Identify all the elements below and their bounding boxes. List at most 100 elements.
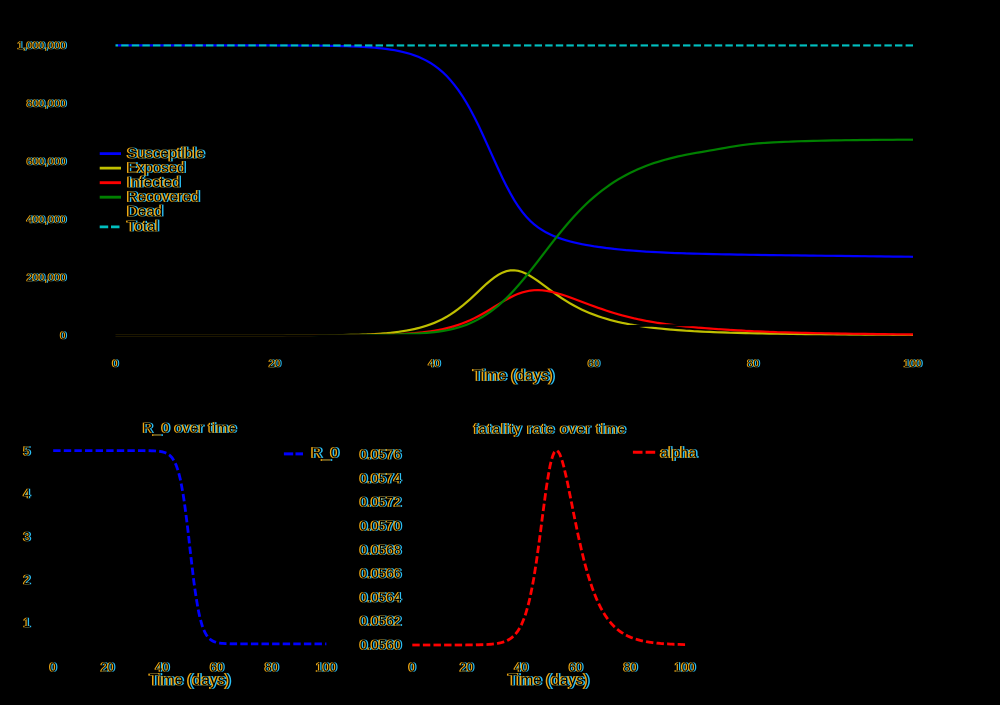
svg-text:0.0566: 0.0566 (361, 566, 403, 581)
svg-text:Recovered: Recovered (128, 188, 201, 205)
svg-text:20: 20 (270, 358, 282, 370)
svg-text:0.0572: 0.0572 (361, 495, 403, 510)
svg-text:80: 80 (266, 661, 280, 675)
svg-text:40: 40 (428, 358, 440, 370)
svg-text:0.0568: 0.0568 (360, 542, 402, 557)
svg-text:40: 40 (156, 661, 170, 675)
svg-text:0: 0 (50, 661, 57, 675)
svg-text:60: 60 (209, 661, 223, 675)
svg-text:R_0: R_0 (313, 445, 341, 462)
svg-text:Time (days): Time (days) (149, 672, 230, 689)
svg-text:0.0576: 0.0576 (361, 447, 403, 462)
svg-text:80: 80 (265, 661, 279, 675)
svg-text:100: 100 (317, 661, 338, 675)
svg-text:0.0576: 0.0576 (360, 447, 402, 462)
svg-text:Time (days): Time (days) (151, 672, 232, 689)
svg-text:Susceptible: Susceptible (126, 145, 204, 162)
svg-text:Susceptible: Susceptible (128, 145, 206, 162)
svg-text:0.0574: 0.0574 (360, 471, 402, 486)
svg-text:200,000: 200,000 (28, 272, 68, 284)
svg-text:20: 20 (269, 358, 281, 370)
svg-text:80: 80 (623, 661, 637, 675)
svg-text:Dead: Dead (126, 203, 162, 220)
svg-text:5: 5 (24, 444, 31, 458)
svg-text:0: 0 (408, 661, 415, 675)
svg-text:20: 20 (101, 661, 115, 675)
svg-text:100: 100 (904, 358, 922, 370)
svg-text:Time (days): Time (days) (472, 368, 553, 385)
svg-text:100: 100 (315, 661, 336, 675)
svg-text:alpha: alpha (662, 444, 699, 461)
svg-text:0.0562: 0.0562 (359, 614, 401, 629)
svg-text:2: 2 (24, 573, 31, 587)
svg-text:600,000: 600,000 (27, 156, 67, 168)
svg-text:0.0568: 0.0568 (361, 542, 403, 557)
svg-text:800,000: 800,000 (26, 98, 66, 110)
svg-text:Exposed: Exposed (128, 159, 186, 176)
svg-text:400,000: 400,000 (26, 214, 66, 226)
svg-text:600,000: 600,000 (26, 156, 66, 168)
svg-text:alpha: alpha (659, 444, 696, 461)
svg-text:400,000: 400,000 (27, 214, 67, 226)
svg-text:60: 60 (587, 358, 599, 370)
svg-text:40: 40 (514, 661, 528, 675)
svg-text:1,000,000: 1,000,000 (18, 40, 67, 52)
svg-text:800,000: 800,000 (27, 98, 67, 110)
svg-text:20: 20 (100, 661, 114, 675)
svg-text:0.0560: 0.0560 (360, 637, 402, 652)
svg-text:80: 80 (264, 661, 278, 675)
svg-text:4: 4 (23, 487, 30, 501)
svg-text:40: 40 (156, 661, 170, 675)
svg-text:60: 60 (588, 358, 600, 370)
svg-text:Recovered: Recovered (127, 188, 200, 205)
svg-text:40: 40 (515, 661, 529, 675)
svg-text:1: 1 (24, 616, 31, 630)
svg-text:20: 20 (102, 661, 116, 675)
svg-text:Infected: Infected (126, 174, 179, 191)
svg-text:0: 0 (60, 330, 66, 342)
svg-text:60: 60 (211, 661, 225, 675)
svg-text:0.0572: 0.0572 (359, 495, 401, 510)
svg-text:2: 2 (23, 573, 30, 587)
svg-text:R_0: R_0 (310, 445, 338, 462)
svg-text:100: 100 (903, 358, 921, 370)
svg-text:Time (days): Time (days) (507, 672, 588, 689)
svg-text:Infected: Infected (128, 174, 181, 191)
svg-text:Time (days): Time (days) (148, 672, 229, 689)
svg-text:3: 3 (24, 530, 31, 544)
svg-text:Time (days): Time (days) (508, 672, 589, 689)
svg-text:5: 5 (24, 444, 31, 458)
svg-text:60: 60 (210, 661, 224, 675)
svg-text:40: 40 (515, 661, 529, 675)
svg-text:20: 20 (460, 661, 474, 675)
svg-text:fatality rate over time: fatality rate over time (473, 421, 626, 437)
svg-text:200,000: 200,000 (27, 272, 67, 284)
svg-text:R_0: R_0 (312, 445, 340, 462)
svg-text:0: 0 (112, 358, 118, 370)
svg-text:80: 80 (747, 358, 759, 370)
svg-text:0.0574: 0.0574 (359, 471, 401, 486)
svg-text:100: 100 (316, 661, 337, 675)
svg-text:0.0564: 0.0564 (361, 590, 403, 605)
svg-text:100: 100 (675, 661, 696, 675)
svg-text:0.0560: 0.0560 (359, 637, 401, 652)
svg-text:0: 0 (410, 661, 417, 675)
svg-text:0: 0 (51, 661, 58, 675)
svg-text:Exposed: Exposed (126, 159, 184, 176)
svg-text:Susceptible: Susceptible (127, 145, 205, 162)
svg-text:0: 0 (113, 358, 119, 370)
svg-text:3: 3 (23, 530, 30, 544)
svg-text:60: 60 (589, 358, 601, 370)
svg-text:R_0 over time: R_0 over time (144, 420, 238, 436)
svg-text:0.0570: 0.0570 (360, 519, 402, 534)
svg-text:Total: Total (126, 218, 158, 235)
svg-text:alpha: alpha (661, 444, 698, 461)
svg-text:1,000,000: 1,000,000 (17, 40, 66, 52)
svg-text:0.0572: 0.0572 (360, 495, 402, 510)
svg-text:Time (days): Time (days) (509, 672, 590, 689)
svg-text:600,000: 600,000 (28, 156, 68, 168)
svg-text:40: 40 (155, 661, 169, 675)
svg-text:40: 40 (428, 358, 440, 370)
svg-text:0: 0 (409, 661, 416, 675)
svg-text:0.0564: 0.0564 (359, 590, 401, 605)
